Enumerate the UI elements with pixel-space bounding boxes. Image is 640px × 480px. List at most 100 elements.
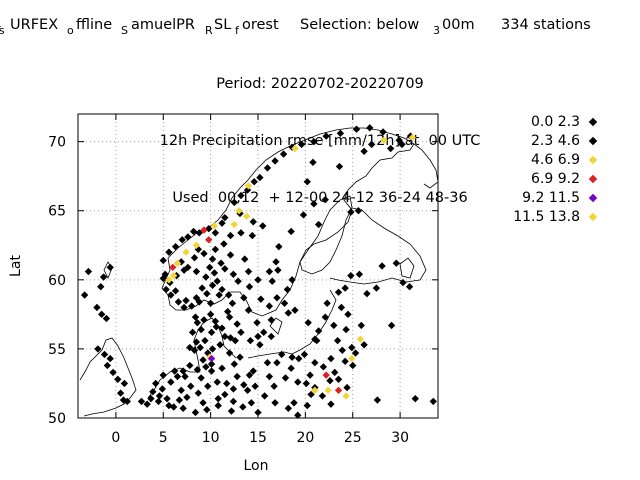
- station-point-black: [271, 157, 279, 165]
- station-point-black: [221, 265, 229, 273]
- title-period: Period: 20220702-20220709: [216, 76, 424, 92]
- station-point-yellow: [173, 259, 182, 267]
- station-point-black: [84, 267, 93, 276]
- station-point-black: [360, 147, 368, 155]
- station-point-black: [102, 314, 111, 323]
- station-point-black: [186, 343, 194, 352]
- legend-label: 6.9 9.2: [531, 171, 580, 187]
- station-point-black: [275, 242, 283, 251]
- station-point-black: [116, 389, 125, 397]
- station-point-black: [180, 303, 188, 312]
- station-point-black: [244, 267, 253, 276]
- station-point-black: [94, 345, 102, 353]
- station-point-black: [280, 299, 289, 307]
- station-point-yellow: [170, 271, 178, 280]
- station-point-black: [218, 364, 226, 372]
- legend-entry: 0.0 2.3: [470, 114, 620, 133]
- station-point-black: [372, 284, 381, 292]
- station-point-black: [204, 382, 212, 390]
- station-point-black: [225, 349, 234, 357]
- station-point-black: [184, 233, 192, 241]
- station-point-black: [137, 397, 146, 406]
- station-point-black: [313, 336, 321, 345]
- station-point-black: [246, 336, 255, 345]
- station-point-black: [302, 379, 310, 388]
- station-point-black: [211, 245, 220, 254]
- station-point-black: [214, 401, 222, 410]
- station-point-black: [236, 353, 244, 361]
- station-point-black: [93, 303, 101, 312]
- station-point-black: [387, 321, 396, 330]
- station-point-black: [284, 309, 292, 317]
- station-point-black: [247, 399, 256, 407]
- station-point-black: [278, 350, 286, 359]
- station-point-black: [211, 317, 220, 325]
- station-point-black: [429, 397, 437, 406]
- station-point-black: [341, 284, 349, 292]
- station-point-black: [218, 285, 226, 294]
- station-point-black: [230, 198, 238, 207]
- station-point-black: [147, 394, 155, 403]
- station-point-black: [274, 266, 282, 274]
- station-point-black: [171, 287, 180, 295]
- station-point-black: [227, 407, 236, 415]
- legend-entry: 6.9 9.2: [470, 171, 620, 190]
- station-point-black: [260, 328, 268, 337]
- station-point-black: [223, 379, 231, 388]
- station-point-yellow: [356, 335, 364, 343]
- station-point-black: [192, 338, 201, 346]
- station-point-black: [207, 367, 216, 375]
- station-point-black: [295, 354, 303, 363]
- station-point-black: [327, 400, 335, 408]
- station-point-black: [288, 276, 296, 284]
- station-point-black: [218, 219, 226, 227]
- station-point-black: [314, 327, 323, 335]
- x-tick-label: 30: [391, 430, 409, 446]
- station-point-red: [322, 371, 330, 379]
- station-point-black: [165, 248, 173, 256]
- station-point-black: [244, 306, 253, 314]
- title-ffline: ffline: [76, 17, 113, 33]
- station-point-black: [306, 371, 314, 379]
- coast-uk: [79, 337, 137, 417]
- station-point-black: [272, 258, 280, 266]
- station-point-black: [239, 403, 247, 411]
- legend-entry: 2.3 4.6: [470, 133, 620, 152]
- station-point-black: [159, 274, 167, 283]
- station-point-black: [249, 218, 257, 226]
- station-point-black: [338, 346, 346, 354]
- station-point-black: [179, 404, 187, 413]
- station-point-black: [303, 178, 311, 186]
- station-point-black: [297, 140, 306, 149]
- station-point-black: [202, 273, 210, 281]
- station-point-black: [199, 356, 207, 364]
- station-point-black: [201, 336, 209, 345]
- station-point-black: [334, 375, 343, 383]
- title-line-1: Ts URFEX o ffline S amuelPR R SL f orest…: [0, 17, 640, 37]
- y-tick-label: 55: [48, 342, 66, 358]
- station-point-black: [183, 393, 191, 401]
- station-point-black: [190, 346, 199, 354]
- station-point-black: [355, 270, 364, 278]
- station-point-black: [363, 289, 371, 298]
- station-point-black: [337, 303, 346, 312]
- x-tick-label: 0: [111, 430, 120, 446]
- station-point-black: [347, 271, 355, 280]
- station-point-black: [114, 375, 122, 383]
- legend-entry: 9.2 11.5: [470, 190, 620, 209]
- station-point-black: [211, 229, 220, 237]
- title-orest: orest: [242, 17, 279, 33]
- station-point-black: [106, 354, 114, 363]
- station-point-black: [256, 341, 264, 349]
- station-point-black: [321, 313, 329, 321]
- station-point-black: [357, 321, 365, 330]
- station-point-black: [202, 363, 210, 371]
- x-tick-label: 5: [159, 430, 168, 446]
- station-point-black: [254, 408, 262, 417]
- x-tick-label: 25: [344, 430, 362, 446]
- station-point-red: [205, 236, 213, 244]
- station-point-black: [294, 378, 302, 386]
- station-point-black: [237, 328, 245, 337]
- station-point-black: [330, 321, 338, 330]
- station-point-black: [167, 378, 175, 386]
